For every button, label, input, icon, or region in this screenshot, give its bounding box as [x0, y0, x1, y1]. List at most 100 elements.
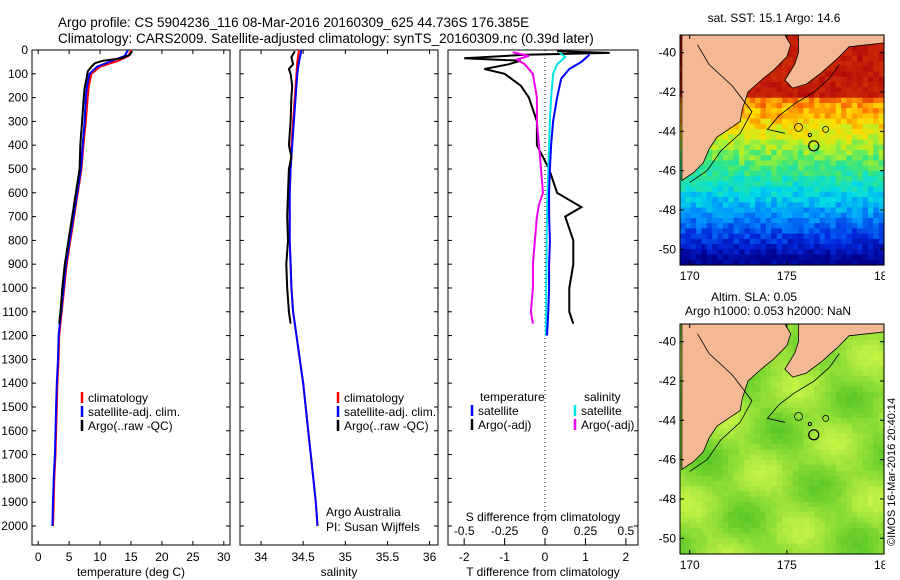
field-cell	[830, 197, 837, 203]
field-cell	[717, 144, 724, 151]
field-cell	[717, 454, 724, 461]
field-cell	[878, 223, 885, 230]
depth-contour	[689, 44, 753, 183]
field-cell	[701, 465, 708, 471]
field-cell	[798, 150, 805, 156]
field-cell	[722, 233, 729, 240]
x-tick-label: 25	[186, 550, 200, 564]
field-cell	[765, 418, 772, 424]
field-cell	[798, 470, 805, 477]
field-cell	[701, 527, 708, 534]
field-cell	[803, 506, 810, 513]
field-cell	[873, 55, 880, 62]
field-cell	[749, 113, 756, 120]
field-cell	[867, 459, 874, 466]
field-cell	[814, 491, 821, 498]
field-cell	[803, 249, 810, 256]
field-cell	[744, 402, 751, 409]
field-cell	[851, 181, 858, 188]
field-cell	[814, 501, 821, 508]
field-cell	[787, 191, 794, 198]
field-cell	[749, 517, 756, 524]
field-cell	[878, 113, 885, 120]
field-cell	[776, 217, 783, 224]
field-cell	[814, 207, 821, 214]
field-cell	[798, 97, 805, 104]
field-cell	[851, 144, 858, 151]
field-cell	[717, 197, 724, 203]
field-cell	[690, 170, 697, 177]
field-cell	[819, 181, 826, 188]
field-cell	[760, 207, 767, 214]
field-cell	[830, 433, 837, 440]
field-cell	[787, 129, 794, 135]
field-cell	[722, 533, 729, 539]
field-cell	[701, 202, 708, 209]
field-cell	[765, 160, 772, 167]
field-cell	[830, 350, 837, 356]
field-cell	[712, 139, 719, 146]
lat-tick-label: -42	[659, 85, 677, 99]
field-cell	[755, 475, 762, 482]
field-cell	[712, 491, 719, 498]
field-cell	[873, 365, 880, 372]
field-cell	[819, 407, 826, 414]
field-cell	[680, 259, 686, 266]
field-cell	[760, 480, 767, 487]
field-cell	[835, 123, 842, 130]
field-cell	[749, 506, 756, 513]
field-cell	[776, 244, 783, 250]
field-cell	[776, 108, 783, 115]
field-cell	[755, 522, 762, 529]
field-cell	[835, 465, 842, 471]
field-cell	[701, 259, 708, 266]
field-cell	[787, 202, 794, 209]
field-cell	[760, 402, 767, 409]
field-cell	[706, 470, 713, 477]
field-cell	[782, 371, 788, 377]
field-cell	[862, 486, 869, 492]
field-cell	[680, 186, 686, 193]
field-cell	[851, 66, 858, 73]
field-cell	[728, 144, 735, 151]
field-cell	[824, 259, 831, 266]
field-cell	[776, 376, 783, 383]
field-cell	[830, 181, 837, 188]
field-cell	[851, 55, 858, 62]
field-cell	[851, 506, 858, 513]
field-cell	[739, 512, 746, 519]
field-cell	[830, 486, 837, 492]
map-title: Altim. SLA: 0.05	[711, 290, 797, 304]
field-cell	[712, 238, 719, 245]
field-cell	[841, 459, 848, 466]
field-cell	[857, 496, 864, 503]
x-tick-label: 10	[93, 550, 107, 564]
field-cell	[830, 176, 837, 182]
field-cell	[867, 381, 874, 388]
field-cell	[841, 381, 848, 388]
field-cell	[728, 228, 735, 235]
field-cell	[771, 397, 778, 404]
field-cell	[717, 465, 724, 471]
field-cell	[862, 129, 869, 135]
field-cell	[803, 197, 810, 203]
field-cell	[819, 97, 826, 104]
field-cell	[728, 212, 735, 219]
field-cell	[744, 501, 751, 508]
field-cell	[728, 134, 735, 141]
field-cell	[803, 517, 810, 524]
field-cell	[862, 334, 869, 341]
field-cell	[733, 144, 740, 151]
field-cell	[873, 381, 880, 388]
field-cell	[717, 470, 724, 477]
field-cell	[776, 71, 783, 78]
field-cell	[722, 244, 729, 250]
field-cell	[787, 238, 794, 245]
field-cell	[862, 444, 869, 451]
field-cell	[792, 527, 799, 534]
field-cell	[873, 470, 880, 477]
field-cell	[835, 371, 842, 377]
field-cell	[867, 491, 874, 498]
field-cell	[776, 449, 783, 456]
field-cell	[841, 123, 848, 130]
